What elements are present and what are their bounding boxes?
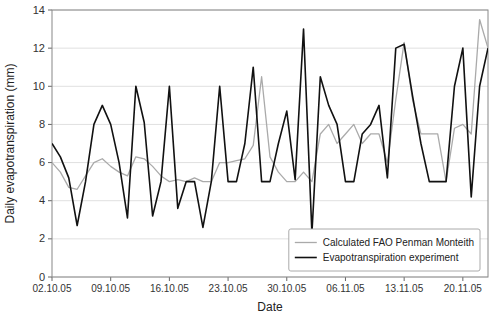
legend-swatch <box>295 257 317 259</box>
y-tick <box>48 277 52 278</box>
x-axis-label: Date <box>257 300 283 314</box>
x-tick-label: 16.10.05 <box>150 283 189 294</box>
y-tick-label: 8 <box>39 118 45 130</box>
y-tick-label: 14 <box>33 4 45 16</box>
x-tick <box>169 277 170 281</box>
x-tick-label: 20.11.05 <box>444 283 483 294</box>
x-tick-label: 09.10.05 <box>91 283 130 294</box>
x-tick-label: 02.10.05 <box>33 283 72 294</box>
axes: 0 2 4 6 8 10 12 14 02.10.05 09.10.05 16.10.05 23.10… <box>33 4 488 295</box>
legend-label: Calculated FAO Penman Monteith <box>323 237 474 248</box>
grid-line <box>52 124 488 125</box>
y-tick-label: 2 <box>39 232 45 244</box>
legend: Calculated FAO Penman Monteith Evapotrans… <box>289 229 480 271</box>
series-line <box>52 20 488 190</box>
y-tick <box>48 86 52 87</box>
x-tick-label: 23.10.05 <box>209 283 248 294</box>
y-tick-label: 6 <box>39 156 45 168</box>
y-tick <box>48 200 52 201</box>
y-tick-label: 0 <box>39 271 45 283</box>
y-axis-label: Daily evapotranspiration (mm) <box>3 63 17 223</box>
legend-label: Evapotranspiration experiment <box>323 252 459 263</box>
x-tick-label: 06.11.05 <box>326 283 365 294</box>
grid-line <box>52 48 488 49</box>
grid-line <box>52 162 488 163</box>
legend-box <box>289 229 480 271</box>
y-tick <box>48 10 52 11</box>
y-tick <box>48 162 52 163</box>
y-tick <box>48 238 52 239</box>
lines <box>52 20 488 234</box>
x-tick <box>404 277 405 281</box>
plot-frame <box>52 10 488 277</box>
x-tick <box>110 277 111 281</box>
grid-line <box>52 86 488 87</box>
grid-line <box>52 200 488 201</box>
y-tick <box>48 48 52 49</box>
y-tick-label: 12 <box>33 42 45 54</box>
x-tick <box>286 277 287 281</box>
x-tick <box>228 277 229 281</box>
x-tick-label: 30.10.05 <box>267 283 306 294</box>
legend-swatch <box>295 242 317 243</box>
x-tick-label: 13.11.05 <box>385 283 424 294</box>
y-tick-label: 10 <box>33 80 45 92</box>
series-line <box>52 29 488 233</box>
x-tick <box>345 277 346 281</box>
y-tick <box>48 124 52 125</box>
x-tick <box>52 277 53 281</box>
y-tick-label: 4 <box>39 194 45 206</box>
chart: 0 2 4 6 8 10 12 14 02.10.05 09.10.05 16.10.05 23.10… <box>0 0 500 319</box>
x-tick <box>462 277 463 281</box>
